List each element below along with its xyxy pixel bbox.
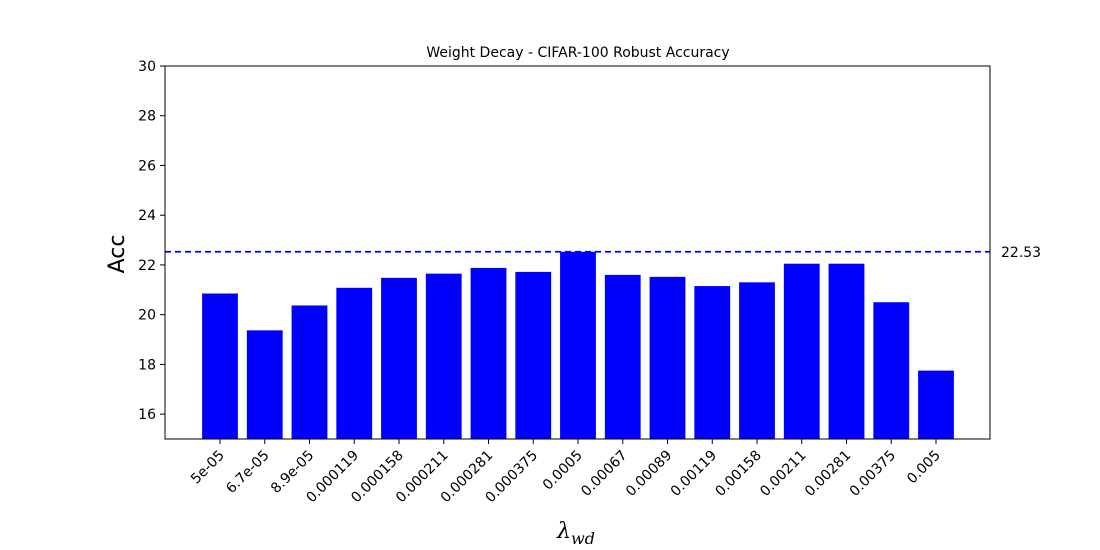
- y-axis: 16 18 20 22 24 26 28 30: [138, 59, 165, 423]
- bar-0.000281: [470, 267, 507, 439]
- y-tick-label: 24: [138, 208, 156, 224]
- y-tick-label: 20: [138, 308, 156, 324]
- bar-5e-05: [202, 293, 238, 439]
- x-axis-label-subscript: wd: [571, 529, 595, 548]
- x-tick-label: 0.00375: [847, 448, 899, 500]
- bar-0.000375: [515, 271, 552, 439]
- y-tick-label: 18: [138, 357, 156, 373]
- y-tick-label: 22: [138, 258, 156, 274]
- y-tick-label: 30: [138, 59, 156, 75]
- x-axis-label: λwd: [556, 519, 595, 548]
- x-tick-label: 5e-05: [188, 448, 228, 488]
- bar-0.00089: [649, 276, 686, 439]
- bar-0.00211: [783, 263, 820, 439]
- bar-0.000158: [381, 277, 417, 439]
- x-tick-label: 0.00281: [802, 448, 854, 500]
- bar-0.0005: [560, 251, 596, 439]
- y-tick-label: 26: [138, 158, 156, 174]
- x-tick-label: 0.00211: [757, 448, 809, 500]
- bar-0.000211: [425, 273, 462, 439]
- x-tick-label: 0.00089: [623, 448, 675, 500]
- x-axis-label-symbol: λ: [556, 519, 571, 544]
- bar-0.00375: [873, 302, 910, 439]
- bars: [202, 251, 954, 439]
- y-tick-label: 16: [138, 407, 156, 423]
- x-tick-label: 6.7e-05: [223, 448, 272, 497]
- bar-8.9e-05: [291, 305, 328, 439]
- x-tick-label: 0.00158: [713, 448, 765, 500]
- x-tick-label: 0.00119: [668, 448, 720, 500]
- reference-line-label: 22.53: [1001, 245, 1041, 261]
- x-tick-label: 0.005: [904, 448, 944, 488]
- x-axis: 5e-056.7e-058.9e-050.0001190.0001580.000…: [188, 439, 944, 506]
- y-axis-label: Acc: [105, 235, 130, 274]
- y-tick-label: 28: [138, 109, 156, 125]
- bar-0.00119: [694, 286, 731, 439]
- bar-0.00067: [604, 274, 641, 439]
- bar-6.7e-05: [246, 330, 283, 439]
- bar-0.00281: [828, 263, 865, 439]
- bar-0.000119: [336, 287, 373, 439]
- x-tick-label: 0.00067: [578, 448, 630, 500]
- chart-title: Weight Decay - CIFAR-100 Robust Accuracy: [426, 45, 729, 61]
- bar-0.00158: [739, 282, 775, 439]
- bar-0.005: [918, 370, 954, 439]
